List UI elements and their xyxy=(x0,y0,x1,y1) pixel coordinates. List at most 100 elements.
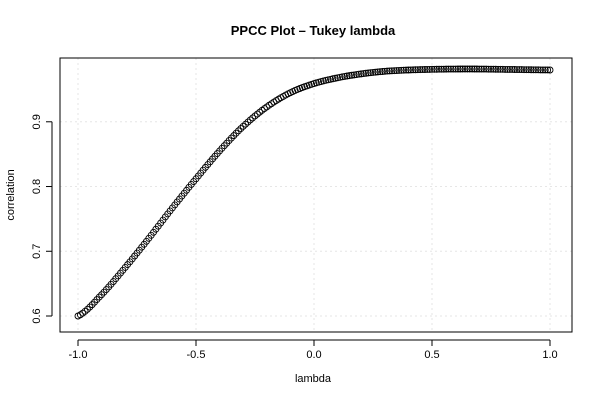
data-point xyxy=(421,66,429,73)
data-point xyxy=(416,66,424,74)
data-point xyxy=(454,65,462,73)
data-point xyxy=(459,65,467,73)
x-axis-label: lambda xyxy=(295,373,332,385)
data-point xyxy=(471,65,478,73)
data-point xyxy=(442,65,450,73)
y-tick-label: 0.8 xyxy=(31,179,43,194)
data-point xyxy=(334,74,342,82)
chart-title: PPCC Plot – Tukey lambda xyxy=(231,23,396,38)
data-point xyxy=(353,71,360,79)
data-point xyxy=(511,66,519,73)
data-point xyxy=(527,66,535,74)
data-point xyxy=(390,67,398,75)
data-point xyxy=(537,66,545,74)
data-point xyxy=(256,108,264,116)
data-point xyxy=(345,72,353,80)
data-point xyxy=(407,66,415,74)
data-point xyxy=(393,67,401,74)
data-point xyxy=(539,66,547,74)
data-point xyxy=(409,66,417,74)
data-point xyxy=(336,73,344,81)
data-point xyxy=(343,72,351,80)
data-point xyxy=(463,65,471,73)
data-point xyxy=(81,307,89,315)
data-point xyxy=(501,65,509,73)
x-tick-label: -0.5 xyxy=(187,349,206,361)
data-point xyxy=(232,129,240,137)
data-point xyxy=(86,303,94,311)
data-point xyxy=(541,66,549,74)
y-tick-label: 0.9 xyxy=(31,114,43,129)
data-point xyxy=(227,134,235,142)
data-point xyxy=(522,66,530,74)
data-point xyxy=(239,122,247,130)
data-point xyxy=(388,67,396,75)
data-point xyxy=(447,65,455,73)
data-point xyxy=(371,68,379,76)
data-point xyxy=(520,66,528,74)
data-point xyxy=(518,66,526,74)
y-axis-label: correlation xyxy=(5,169,17,220)
data-point xyxy=(249,114,257,122)
data-point xyxy=(433,65,441,73)
data-point xyxy=(367,69,375,77)
data-point xyxy=(478,65,486,73)
data-point xyxy=(506,65,514,73)
y-tick-label: 0.6 xyxy=(31,308,43,323)
data-point xyxy=(530,66,537,74)
data-point xyxy=(79,309,87,317)
data-point xyxy=(485,65,493,73)
data-points xyxy=(74,65,554,320)
data-point xyxy=(426,65,434,73)
data-point xyxy=(473,65,481,73)
data-point xyxy=(404,66,412,74)
data-point xyxy=(546,66,554,74)
data-point xyxy=(374,68,382,76)
data-point xyxy=(525,66,533,74)
data-point xyxy=(402,66,410,74)
data-point xyxy=(445,65,452,73)
data-point xyxy=(489,65,497,73)
data-point xyxy=(412,66,419,74)
data-point xyxy=(338,73,346,81)
data-point xyxy=(364,69,372,77)
data-point xyxy=(230,132,238,140)
plot-frame xyxy=(59,57,573,333)
data-point xyxy=(246,116,254,124)
data-point xyxy=(504,65,511,73)
data-point xyxy=(437,65,445,73)
data-point xyxy=(513,66,521,74)
data-point xyxy=(242,120,250,128)
data-point xyxy=(435,65,443,73)
data-point xyxy=(466,65,474,73)
data-point xyxy=(430,65,438,73)
x-axis: -1.0 -0.5 0.0 0.5 1.0 xyxy=(69,339,558,361)
data-point xyxy=(88,301,96,309)
data-point xyxy=(360,70,368,78)
data-point xyxy=(98,291,106,299)
data-point xyxy=(237,125,245,133)
x-tick-label: 1.0 xyxy=(542,349,557,361)
data-point xyxy=(532,66,540,74)
data-point xyxy=(508,66,516,73)
data-point xyxy=(492,65,500,73)
data-point xyxy=(225,137,233,145)
data-point xyxy=(95,293,103,301)
data-point xyxy=(355,70,363,78)
data-point xyxy=(357,70,365,78)
data-point xyxy=(381,67,389,75)
data-point xyxy=(419,66,427,74)
grid-lines xyxy=(60,58,572,332)
x-tick-label: -1.0 xyxy=(69,349,88,361)
data-point xyxy=(423,65,431,73)
data-point xyxy=(475,65,483,73)
y-axis: 0.6 0.7 0.8 0.9 xyxy=(31,114,53,324)
data-point xyxy=(414,66,422,74)
data-point xyxy=(362,69,370,77)
data-point xyxy=(496,65,504,73)
x-tick-label: 0.0 xyxy=(306,349,321,361)
data-point xyxy=(482,65,490,73)
data-point xyxy=(494,65,502,73)
data-point xyxy=(235,127,242,135)
